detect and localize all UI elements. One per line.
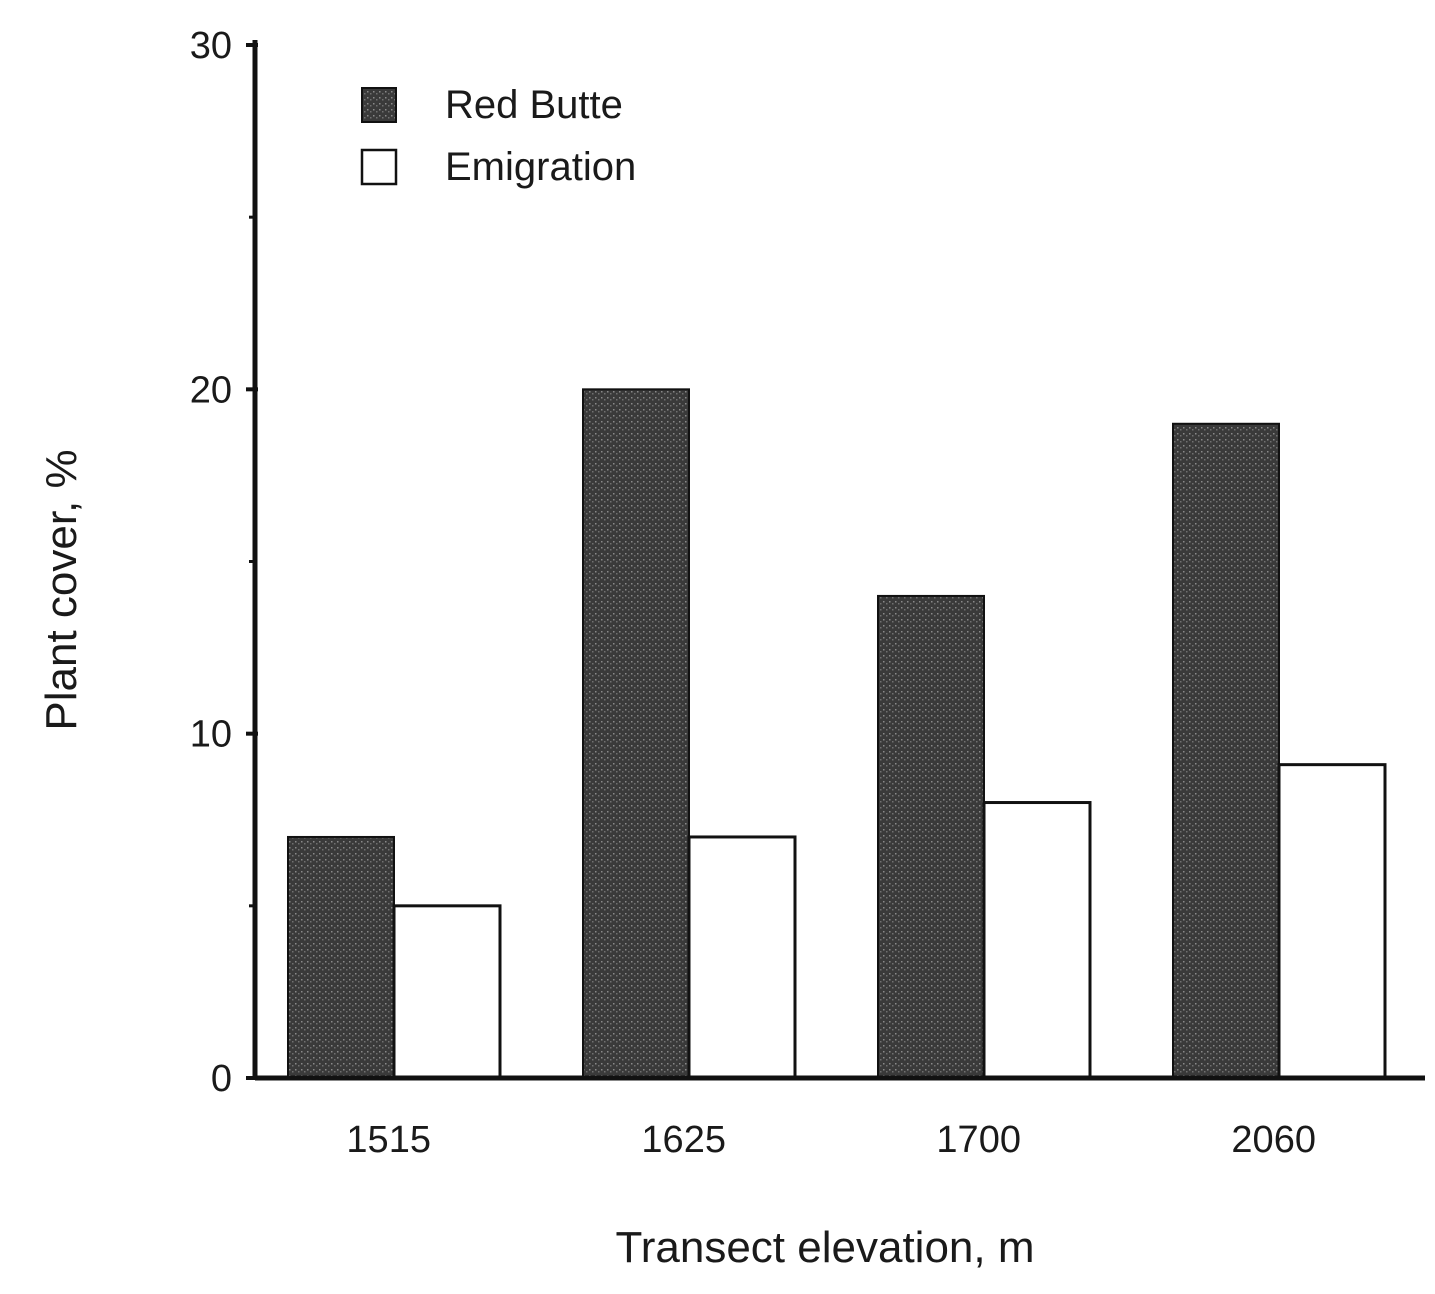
x-tick-labels-group: 1515 1625 1700 2060 — [346, 1119, 1316, 1161]
x-tick-label-1700: 1700 — [936, 1119, 1021, 1161]
y-tick-label-10: 10 — [190, 714, 232, 756]
bar-emigration-1700 — [982, 801, 1092, 1080]
y-tick-label-0: 0 — [211, 1058, 232, 1100]
x-axis-title: Transect elevation, m — [616, 1223, 1035, 1272]
legend-label-emigration: Emigration — [445, 145, 636, 189]
bar-emigration-2060 — [1277, 763, 1387, 1080]
x-tick-label-1625: 1625 — [641, 1119, 726, 1161]
y-tick-label-30: 30 — [190, 25, 232, 67]
bars-group — [287, 388, 1387, 1080]
bar-red-butte-1625 — [582, 388, 690, 1080]
x-tick-label-2060: 2060 — [1231, 1119, 1316, 1161]
legend: Red Butte Emigration — [360, 83, 636, 189]
legend-swatch-red-butte — [361, 87, 397, 123]
y-tick-label-20: 20 — [190, 369, 232, 411]
legend-label-red-butte: Red Butte — [445, 83, 623, 127]
x-tick-label-1515: 1515 — [346, 1119, 431, 1161]
bar-red-butte-2060 — [1172, 422, 1280, 1079]
bar-red-butte-1700 — [877, 594, 985, 1080]
bar-red-butte-1515 — [287, 835, 395, 1080]
legend-swatch-emigration — [360, 148, 398, 186]
y-axis-title: Plant cover, % — [37, 449, 86, 730]
y-ticks-group: 0 10 20 30 — [190, 25, 258, 1100]
bar-emigration-1625 — [687, 835, 797, 1080]
bar-emigration-1515 — [392, 904, 502, 1080]
